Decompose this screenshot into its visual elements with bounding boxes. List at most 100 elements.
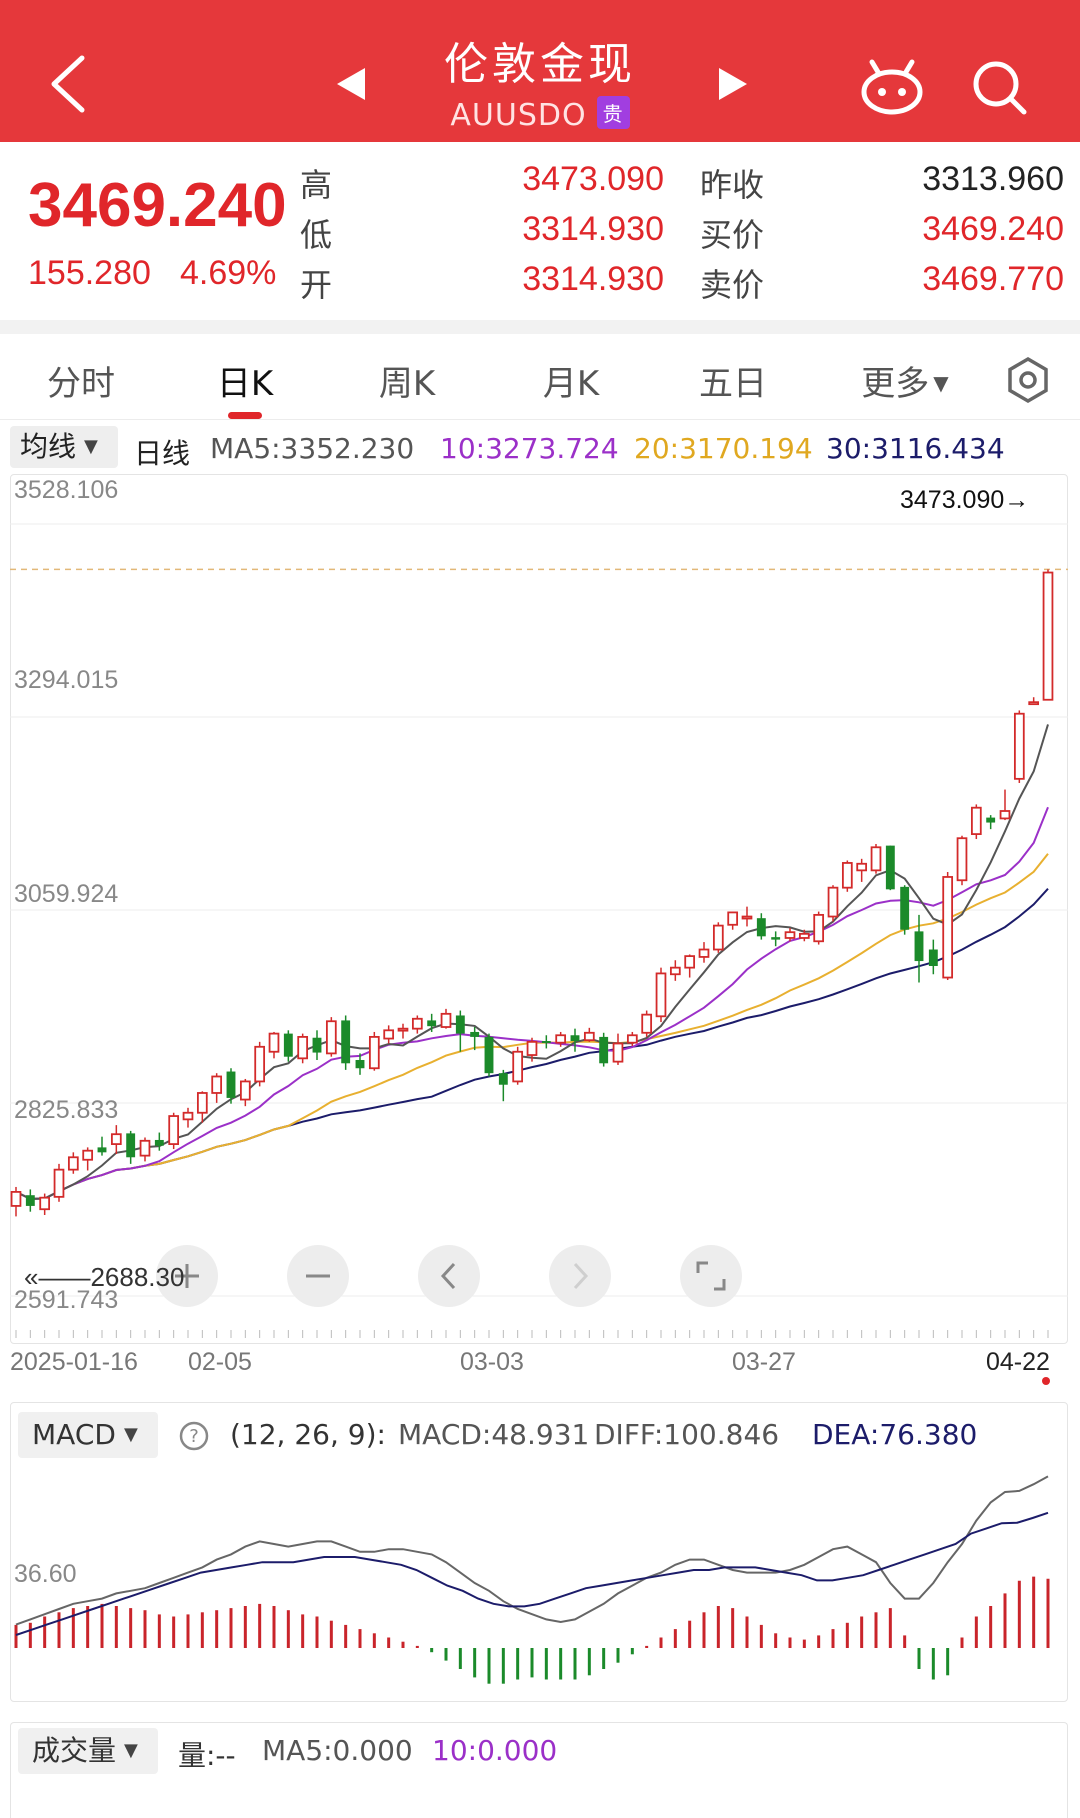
app-header: 伦敦金现 AUUSDO 贵	[0, 0, 1080, 142]
candle-body-up	[512, 1050, 524, 1083]
candle-body-up	[325, 1020, 337, 1055]
robot-assistant-icon[interactable]	[858, 56, 926, 118]
symbol-code: AUUSDO	[450, 98, 587, 133]
candle-body-up	[368, 1036, 380, 1070]
tab-five-day[interactable]: 五日	[699, 364, 767, 404]
volume-panel[interactable]	[10, 1722, 1068, 1818]
active-tab-indicator	[228, 412, 262, 419]
period-label: 日线	[134, 437, 191, 470]
fullscreen-button[interactable]	[680, 1245, 742, 1307]
x-axis-label-3: 03-03	[460, 1348, 524, 1376]
candle-body-up	[856, 862, 868, 872]
zoom-out-button[interactable]	[287, 1245, 349, 1307]
tab-more[interactable]: 更多 ▼	[830, 356, 980, 405]
period-tabs: 分时 日K 周K 月K 五日 更多 ▼	[0, 334, 1080, 420]
dea-value: DEA:76.380	[812, 1418, 978, 1451]
candle-body-down	[427, 1020, 437, 1027]
candle-body-up	[182, 1111, 194, 1121]
candle-body-down	[885, 845, 895, 890]
dea-line	[15, 1511, 1049, 1636]
candle-body-up	[784, 931, 796, 939]
prev-close-label: 昨收	[700, 166, 765, 204]
candle-body-down	[312, 1037, 322, 1053]
ma10-value: 10:3273.724	[440, 432, 619, 465]
candle-body-down	[900, 886, 910, 930]
candle-body-up	[82, 1149, 94, 1161]
volume-selector[interactable]: 成交量 ▼	[18, 1728, 158, 1774]
tab-weekly-k[interactable]: 周K	[378, 364, 436, 404]
candle-body-up	[383, 1029, 395, 1040]
candle-body-up	[196, 1092, 208, 1114]
macd-panel[interactable]	[10, 1402, 1068, 1702]
double-chevron-left-icon: «——	[24, 1262, 91, 1292]
ma-indicator-row: 均线 ▼ 日线 MA5:3352.230 10:3273.724 20:3170.…	[0, 420, 1080, 474]
macd-value: MACD:48.931	[398, 1418, 590, 1451]
candle-body-down	[570, 1035, 580, 1042]
indicator-selector[interactable]: 均线 ▼	[10, 426, 118, 468]
candle-body-up	[641, 1013, 653, 1034]
search-icon[interactable]	[968, 56, 1030, 118]
candle-body-up	[942, 876, 954, 979]
next-instrument-icon[interactable]	[715, 66, 749, 102]
x-axis-label-start: 2025-01-16	[10, 1348, 138, 1376]
volume-ma5: MA5:0.000	[262, 1734, 413, 1767]
pan-left-button[interactable]	[418, 1245, 480, 1307]
y-axis-label-3: 3059.924	[14, 880, 119, 908]
pan-right-button[interactable]	[549, 1245, 611, 1307]
candle-body-up	[870, 846, 882, 872]
price-change: 155.280	[28, 254, 151, 292]
volume-selector-label: 成交量	[32, 1734, 117, 1767]
candle-body-down	[355, 1059, 365, 1069]
candle-body-up	[741, 915, 753, 920]
candle-body-up	[1028, 701, 1040, 706]
tab-daily-k[interactable]: 日K	[216, 364, 274, 404]
help-icon[interactable]: ?	[178, 1420, 210, 1452]
price-change-percent: 4.69%	[180, 254, 277, 292]
candle-body-up	[526, 1040, 538, 1056]
candle-body-up	[397, 1027, 409, 1032]
candle-body-up	[813, 913, 825, 943]
x-axis-label-2: 02-05	[188, 1348, 252, 1376]
back-chevron-icon[interactable]	[44, 52, 92, 116]
diff-value: DIFF:100.846	[594, 1418, 780, 1451]
instrument-symbol: AUUSDO 贵	[0, 96, 1080, 133]
candle-body-up	[583, 1031, 595, 1042]
candle-body-up	[999, 810, 1011, 820]
candle-body-down	[756, 918, 766, 937]
candle-body-up	[297, 1036, 309, 1060]
chevron-left-icon	[440, 1262, 456, 1290]
tab-intraday[interactable]: 分时	[47, 364, 115, 404]
candle-body-up	[254, 1045, 266, 1083]
ma20-value: 20:3170.194	[634, 432, 813, 465]
candle-body-down	[341, 1020, 351, 1064]
ask-value: 3469.770	[922, 260, 1064, 298]
candle-body-down	[470, 1031, 480, 1037]
ma30-value: 30:3116.434	[826, 432, 1005, 465]
diff-line	[15, 1475, 1049, 1626]
bid-value: 3469.240	[922, 210, 1064, 248]
settings-icon[interactable]	[1004, 356, 1052, 404]
candle-body-down	[226, 1071, 236, 1098]
candle-body-up	[626, 1034, 638, 1044]
plus-icon	[175, 1264, 199, 1288]
x-axis-label-end: 04-22	[986, 1348, 1050, 1376]
low-label: 低	[300, 216, 333, 254]
previous-instrument-icon[interactable]	[335, 66, 369, 102]
macd-chart	[14, 1475, 1050, 1684]
candle-body-down	[154, 1139, 164, 1146]
zoom-in-button[interactable]	[156, 1245, 218, 1307]
candle-body-up	[268, 1032, 280, 1053]
candle-body-up	[555, 1034, 567, 1044]
candle-body-down	[455, 1015, 465, 1034]
candle-body-down	[986, 817, 996, 823]
macd-params: (12, 26, 9):	[230, 1418, 386, 1451]
macd-selector[interactable]: MACD ▼	[18, 1412, 158, 1458]
chevron-right-icon	[573, 1262, 589, 1290]
tab-monthly-k[interactable]: 月K	[542, 364, 600, 404]
candle-body-down	[97, 1147, 107, 1153]
min-price-value: 2688.30	[90, 1262, 185, 1292]
volume-value: 量:--	[178, 1739, 236, 1772]
candle-body-down	[771, 937, 781, 940]
x-axis-label-4: 03-27	[732, 1348, 796, 1376]
kline-chart-panel[interactable]	[10, 474, 1068, 1344]
